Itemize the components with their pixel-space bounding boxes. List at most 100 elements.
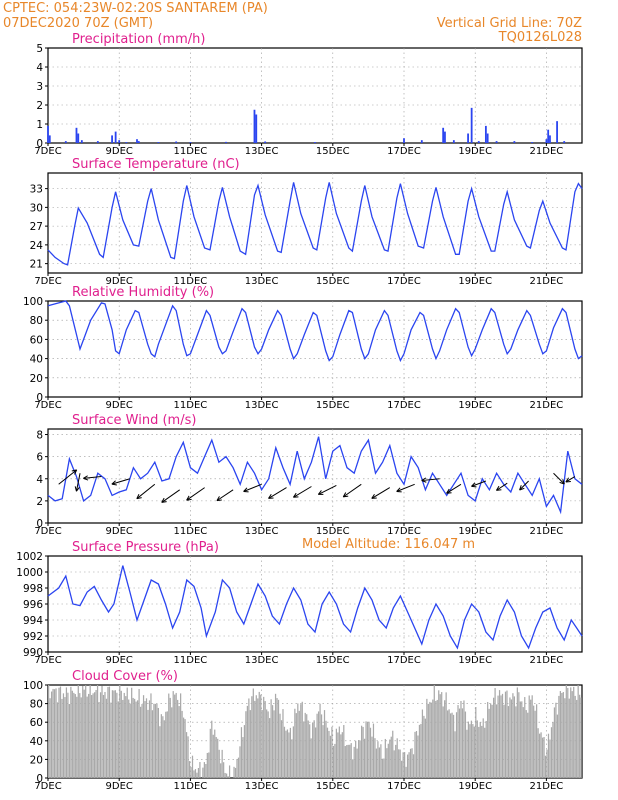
cloud-bar [71, 690, 73, 778]
cloud-bar [479, 722, 481, 778]
cloud-bar [402, 752, 404, 778]
precip-bar [547, 129, 550, 143]
cloud-bar [323, 710, 326, 778]
cloud-bar [82, 685, 84, 778]
cloud-bar [326, 727, 329, 778]
cloud-bar [528, 695, 530, 778]
wind-vector [496, 482, 508, 491]
precip-bar [47, 125, 49, 143]
precip-ytick-label: 4 [36, 62, 43, 74]
cloud-bar [372, 723, 375, 778]
cloud-bar [331, 726, 333, 778]
cloud-bar [99, 692, 102, 778]
cloud-bar [89, 685, 91, 778]
cloud-bar [555, 702, 557, 778]
cloud-bar [246, 705, 248, 778]
cloud-bar [190, 767, 192, 778]
cloud-bar [516, 687, 518, 778]
cloud-bar [445, 692, 447, 778]
cloud-bar [237, 757, 240, 778]
cloud-bar [365, 721, 367, 778]
cloud-bar [366, 721, 369, 778]
cloud-bar [549, 739, 551, 778]
cloud-bar [128, 699, 130, 778]
cloud-bar [255, 695, 257, 778]
precip-bar [64, 141, 67, 143]
cloud-bar [145, 698, 148, 778]
cloud-bar [546, 749, 548, 778]
cloud-bar [223, 762, 225, 778]
cloud-bar [438, 690, 440, 778]
wind-vector [396, 483, 415, 493]
cloud-bar [567, 687, 569, 778]
precip-xtick-label: 13DEC [245, 146, 279, 157]
cloud-bar [565, 685, 567, 778]
rh-line [47, 300, 583, 363]
precip-bar [531, 142, 534, 143]
cloud-bar [444, 700, 446, 778]
cloud-bar [169, 697, 171, 778]
cloud-bar [205, 764, 207, 778]
cloud-xtick-label: 21DEC [530, 781, 564, 792]
cloud-bar [53, 689, 56, 778]
cloud-bar [282, 709, 284, 778]
cloud-bar [556, 714, 559, 778]
cloud-bar [88, 693, 90, 778]
cloud-ytick-label: 0 [36, 773, 43, 785]
cloud-bar [580, 697, 582, 778]
cloud-bar [168, 693, 170, 778]
cloud-bar [420, 723, 422, 778]
cloud-bar [279, 713, 281, 778]
cloud-bar [531, 695, 533, 778]
cloud-bar [101, 685, 103, 778]
run-datetime: 07DEC2020 70Z (GMT) [3, 16, 153, 31]
cloud-bar [114, 690, 116, 778]
cloud-bar [206, 752, 208, 778]
cloud-bar [564, 698, 566, 778]
precip-bar [314, 142, 316, 143]
cloud-bar [500, 695, 502, 778]
cloud-bar [178, 706, 180, 778]
cloud-bar [360, 725, 363, 778]
cloud-bar [466, 729, 468, 778]
wind-title: Surface Wind (m/s) [72, 413, 196, 428]
cloud-bar [417, 735, 419, 778]
precip-bar [157, 142, 160, 143]
cloud-bar [432, 699, 434, 778]
cloud-bar [381, 758, 383, 778]
cloud-bar [377, 741, 379, 778]
cloud-bar [271, 705, 274, 778]
cloud-bar [512, 693, 514, 778]
rh-xtick-label: 9DEC [106, 400, 133, 411]
cloud-bar [188, 761, 191, 778]
cloud-bar [386, 748, 388, 778]
cloud-bar [507, 706, 510, 778]
temp-line [47, 182, 583, 266]
cloud-bar [392, 730, 394, 778]
cloud-bar [484, 727, 486, 778]
cloud-bar [292, 726, 294, 778]
cloud-bar [264, 701, 266, 778]
press-xtick-label: 11DEC [174, 655, 208, 666]
cloud-bar [470, 720, 472, 778]
wind-ytick-label: 0 [36, 518, 43, 530]
cloud-bar [193, 770, 195, 778]
cloud-bar [570, 687, 572, 778]
cloud-bar [504, 691, 507, 778]
precip-bar [467, 133, 469, 143]
cloud-bar [340, 734, 342, 778]
cloud-bar [448, 709, 450, 778]
cloud-bar [295, 713, 297, 778]
precip-bar [48, 135, 51, 143]
cloud-bar [283, 726, 286, 778]
wind-ytick-label: 8 [36, 430, 43, 442]
cloud-bar [85, 685, 87, 778]
cloud-bar [427, 703, 429, 778]
temp-xtick-label: 7DEC [34, 276, 61, 287]
cloud-bar [469, 724, 471, 778]
cloud-bar [214, 729, 216, 778]
precip-bar [255, 114, 258, 143]
cloud-bar [242, 737, 244, 778]
cloud-bar [291, 739, 293, 778]
cloud-bar [426, 698, 428, 778]
